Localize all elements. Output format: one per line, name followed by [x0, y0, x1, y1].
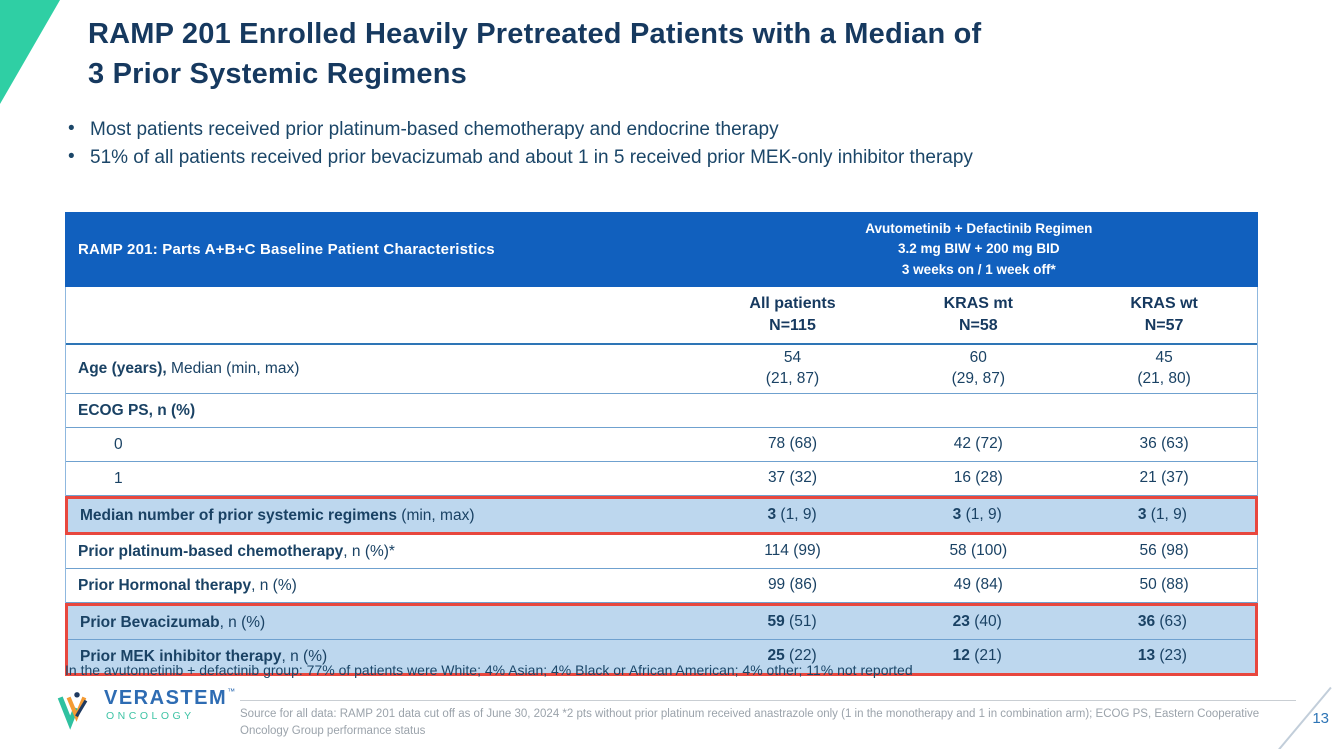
logo-text: VERASTEM™ ONCOLOGY — [104, 688, 235, 722]
highlight-box: Median number of prior systemic regimens… — [65, 496, 1258, 536]
table-cell: 42 (72) — [953, 435, 1003, 453]
row-label: Prior MEK inhibitor therapy, n (%) — [80, 647, 328, 665]
row-label: Prior platinum-based chemotherapy, n (%)… — [78, 542, 395, 560]
table-cell: 36 (63) — [1137, 613, 1187, 631]
table-cell: 21 (37) — [1139, 469, 1189, 487]
page-number: 13 — [1312, 710, 1329, 727]
column-header: All patients N=115 — [749, 295, 836, 334]
logo-subtitle: ONCOLOGY — [106, 710, 195, 722]
table-row: Prior MEK inhibitor therapy, n (%) 25 (22… — [68, 640, 1255, 674]
table-cell: 3 (1, 9) — [1137, 506, 1187, 524]
table-cell: 45 (21, 80) — [1137, 349, 1191, 388]
table-cell: 37 (32) — [767, 469, 818, 487]
table-row: Prior Hormonal therapy, n (%) 99 (86) 49 (… — [66, 569, 1257, 604]
highlight-box: Prior Bevacizumab, n (%) 59 (51) 23 (40) 36… — [65, 603, 1258, 677]
table-cell: 36 (63) — [1139, 435, 1189, 453]
regimen-line: 3 weeks on / 1 week off* — [901, 261, 1056, 277]
column-header: KRAS mt N=58 — [943, 295, 1013, 334]
table-cell: 49 (84) — [953, 576, 1003, 594]
table-cell: 3 (1, 9) — [952, 506, 1002, 524]
row-label: 1 — [114, 469, 123, 487]
row-label: 0 — [114, 435, 123, 453]
row-label: ECOG PS, n (%) — [78, 401, 196, 419]
table-cell: 50 (88) — [1139, 576, 1189, 594]
table-body: All patients N=115 KRAS mt N=58 KRAS wt N=57 … — [65, 287, 1258, 677]
verastem-logo: VERASTEM™ ONCOLOGY — [56, 688, 235, 730]
logo-trademark: ™ — [227, 687, 236, 696]
table-cell: 58 (100) — [949, 542, 1008, 560]
table-header: RAMP 201: Parts A+B+C Baseline Patient C… — [65, 212, 1258, 287]
logo-name: VERASTEM — [104, 687, 228, 709]
column-header-row: All patients N=115 KRAS mt N=58 KRAS wt N=57 — [66, 287, 1257, 346]
table-cell: 16 (28) — [953, 469, 1003, 487]
table-row: Prior Bevacizumab, n (%) 59 (51) 23 (40) 36… — [68, 606, 1255, 641]
table-row: 1 37 (32) 16 (28) 21 (37) — [66, 462, 1257, 497]
table-cell: 114 (99) — [764, 542, 821, 560]
row-label: Prior Bevacizumab, n (%) — [80, 613, 266, 631]
table-cell: 60 (29, 87) — [951, 349, 1006, 388]
table-row: 0 78 (68) 42 (72) 36 (63) — [66, 428, 1257, 463]
race-footnote: In the avutometinib + defactinib group: … — [65, 662, 913, 678]
column-header: KRAS wt N=57 — [1130, 295, 1198, 334]
bullet-item: 51% of all patients received prior bevac… — [66, 143, 1333, 172]
bullet-list: Most patients received prior platinum-ba… — [66, 115, 1333, 172]
table-row: Median number of prior systemic regimens… — [68, 499, 1255, 533]
table-cell: 25 (22) — [767, 647, 817, 665]
table-cell: 99 (86) — [767, 576, 818, 594]
table-cell: 23 (40) — [952, 613, 1002, 631]
source-footnote: Source for all data: RAMP 201 data cut o… — [240, 700, 1296, 741]
row-label: Age (years), Median (min, max) — [78, 360, 300, 378]
regimen-line: Avutometinib + Defactinib Regimen — [865, 221, 1093, 237]
regimen-line: 3.2 mg BIW + 200 mg BID — [898, 241, 1060, 257]
row-label: Prior Hormonal therapy, n (%) — [78, 576, 297, 594]
table-header-title: RAMP 201: Parts A+B+C Baseline Patient C… — [78, 241, 495, 258]
verastem-logo-icon — [57, 692, 88, 730]
table-row: Prior platinum-based chemotherapy, n (%)… — [66, 535, 1257, 570]
table-cell: 12 (21) — [952, 647, 1002, 665]
table-cell: 54 (21, 87) — [765, 349, 820, 388]
table-row: Age (years), Median (min, max) 54 (21, 87… — [66, 345, 1257, 395]
table-cell: 59 (51) — [767, 613, 817, 631]
table-cell: 13 (23) — [1137, 647, 1187, 665]
table-cell: 3 (1, 9) — [767, 506, 817, 524]
regimen-header: Avutometinib + Defactinib Regimen 3.2 mg… — [700, 219, 1258, 280]
table-cell: 56 (98) — [1139, 542, 1189, 560]
table-row: ECOG PS, n (%) — [66, 394, 1257, 429]
page-title: RAMP 201 Enrolled Heavily Pretreated Pat… — [88, 18, 982, 91]
baseline-characteristics-table: RAMP 201: Parts A+B+C Baseline Patient C… — [65, 212, 1258, 677]
table-cell: 78 (68) — [767, 435, 818, 453]
row-label: Median number of prior systemic regimens… — [80, 506, 475, 524]
corner-accent-shape — [0, 0, 60, 104]
bullet-item: Most patients received prior platinum-ba… — [66, 115, 1333, 144]
